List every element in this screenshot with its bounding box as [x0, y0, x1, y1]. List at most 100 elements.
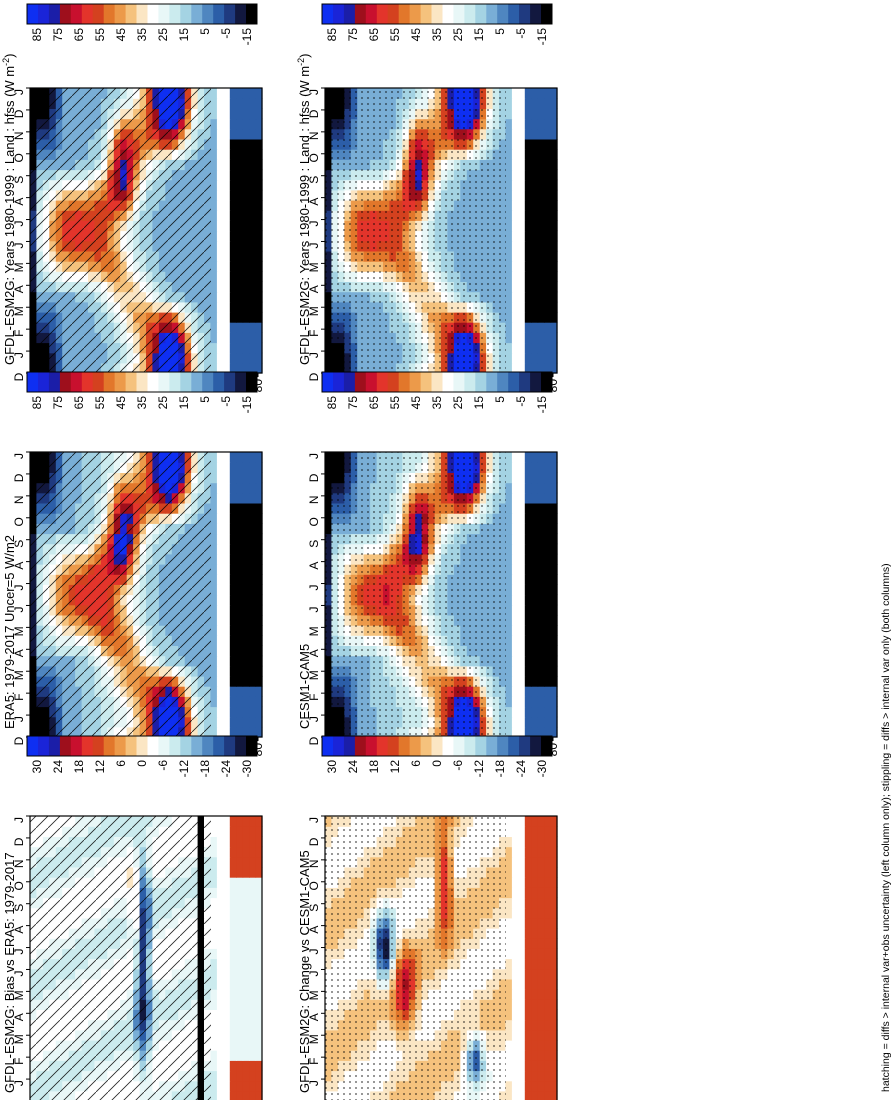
- heatmap-cell: [537, 98, 545, 109]
- heatmap-cell: [229, 230, 237, 242]
- heatmap-cell: [518, 118, 526, 130]
- heatmap-cell: [531, 189, 539, 201]
- heatmap-cell: [531, 502, 539, 514]
- heatmap-cell: [544, 311, 552, 323]
- heatmap-cell: [550, 543, 558, 555]
- heatmap-cell: [524, 179, 532, 191]
- heatmap-cell: [505, 189, 513, 201]
- heatmap-cell: [531, 128, 539, 140]
- colorbar-swatch: [486, 4, 498, 24]
- x-tick-label: A: [12, 285, 26, 293]
- colorbar-swatch: [387, 4, 400, 24]
- heatmap-cell: [210, 726, 218, 738]
- heatmap-cell: [255, 1070, 263, 1082]
- x-tick-label: D: [307, 736, 321, 745]
- heatmap-cell: [242, 645, 250, 657]
- heatmap-cell: [223, 128, 231, 140]
- heatmap-cell: [249, 281, 257, 293]
- heatmap-cell: [544, 706, 552, 718]
- heatmap-cell: [210, 938, 218, 949]
- heatmap-cell: [544, 230, 552, 242]
- colorbar-label: 75: [51, 28, 65, 42]
- colorbar-swatch: [333, 4, 345, 24]
- heatmap-cell: [537, 88, 545, 99]
- heatmap-cell: [242, 594, 250, 606]
- x-tick-label: M: [12, 306, 26, 316]
- heatmap-cell: [544, 261, 552, 272]
- colorbar-swatch: [464, 372, 476, 392]
- heatmap-cell: [511, 128, 519, 140]
- colorbar-label: 85: [30, 28, 44, 42]
- heatmap-cell: [229, 332, 237, 344]
- heatmap-cell: [537, 189, 545, 201]
- heatmap-cell: [216, 88, 224, 99]
- heatmap-cell: [242, 938, 250, 949]
- heatmap-cell: [524, 696, 532, 708]
- heatmap-cell: [249, 362, 257, 374]
- heatmap-cell: [550, 108, 558, 120]
- heatmap-cell: [518, 533, 526, 545]
- heatmap-cell: [518, 108, 526, 120]
- heatmap-cell: [216, 462, 224, 473]
- heatmap-cell: [518, 462, 526, 473]
- colorbar-swatch: [343, 372, 356, 392]
- heatmap-cell: [249, 564, 257, 575]
- heatmap-cell: [550, 574, 558, 585]
- heatmap-cell: [249, 342, 257, 354]
- heatmap-cell: [223, 635, 231, 646]
- heatmap-cell: [249, 311, 257, 323]
- heatmap-cell: [505, 472, 513, 484]
- heatmap-cell: [242, 189, 250, 201]
- heatmap-cell: [255, 240, 263, 252]
- colorbar-swatch: [114, 4, 126, 24]
- heatmap-cell: [537, 210, 545, 221]
- heatmap-cell: [236, 614, 244, 626]
- heatmap-cell: [505, 138, 513, 150]
- heatmap-cell: [255, 301, 263, 313]
- heatmap-cell: [544, 513, 552, 524]
- heatmap-cell: [229, 696, 237, 708]
- colorbar-swatch: [387, 372, 400, 392]
- colorbar-label: 55: [93, 396, 107, 410]
- heatmap-cell: [505, 322, 513, 333]
- x-tick-label: J: [12, 606, 26, 612]
- colorbar: 85 75 65 55 45 35 25 15 5 -5 -15: [26, 371, 258, 413]
- heatmap-cell: [505, 291, 513, 303]
- heatmap-cell: [223, 675, 231, 687]
- heatmap-cell: [524, 655, 532, 667]
- heatmap-cell: [249, 200, 257, 211]
- heatmap-cell: [537, 513, 545, 524]
- heatmap-cell: [505, 200, 513, 211]
- heatmap-cell: [518, 452, 526, 463]
- heatmap-cell: [531, 250, 539, 262]
- heatmap-cell: [223, 362, 231, 374]
- heatmap-cell: [544, 189, 552, 201]
- colorbar-swatch: [235, 4, 247, 24]
- heatmap-cell: [255, 342, 263, 354]
- heatmap-cell: [518, 553, 526, 565]
- heatmap-cell: [255, 513, 263, 524]
- heatmap-cell: [210, 88, 218, 99]
- heatmap-cell: [236, 322, 244, 333]
- heatmap-cell: [229, 594, 237, 606]
- heatmap-cell: [511, 352, 519, 364]
- colorbar-swatch: [453, 4, 465, 24]
- heatmap-cell: [537, 625, 545, 636]
- heatmap-cell: [242, 482, 250, 494]
- heatmap-cell: [229, 665, 237, 677]
- heatmap-cell: [223, 523, 231, 535]
- heatmap-cell: [531, 604, 539, 616]
- heatmap-cell: [249, 291, 257, 303]
- heatmap-cell: [537, 200, 545, 211]
- heatmap-cell: [223, 1019, 231, 1031]
- heatmap-cell: [537, 502, 545, 514]
- heatmap-cell: [544, 128, 552, 140]
- heatmap-cell: [518, 513, 526, 524]
- heatmap-cell: [518, 686, 526, 697]
- heatmap-cell: [223, 1039, 231, 1051]
- x-tick-label: J: [307, 89, 321, 95]
- heatmap-cell: [255, 88, 263, 99]
- heatmap-cell: [210, 635, 218, 646]
- heatmap-cell: [505, 271, 513, 282]
- x-tick-label: J: [12, 221, 26, 227]
